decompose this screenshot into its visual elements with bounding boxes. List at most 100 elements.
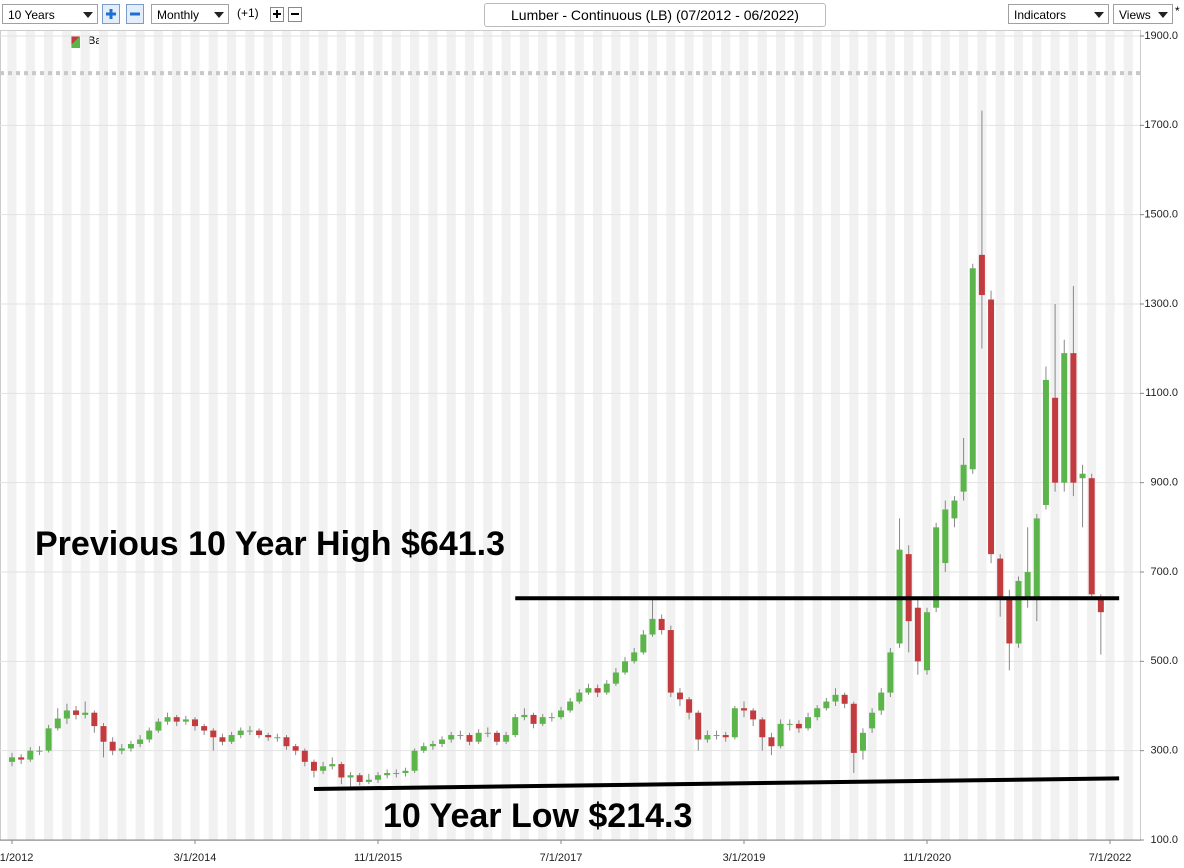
candle-body	[36, 750, 43, 752]
candle-body	[576, 692, 583, 702]
candle-body	[82, 712, 89, 715]
candle-body	[640, 634, 647, 653]
x-tick-label: 11/1/2020	[903, 852, 951, 864]
stripe	[135, 30, 145, 840]
candle-body	[301, 750, 308, 762]
chart-title: Lumber - Continuous (LB) (07/2012 - 06/2…	[484, 3, 826, 27]
candle-body	[146, 730, 153, 740]
candle-body	[676, 692, 683, 700]
x-tick-label: 7/1/2022	[1089, 852, 1132, 864]
chart: 100.0 300.0 500.0 700.0 900.0 1100.0 1300.0 150…	[0, 30, 1178, 864]
candle-body	[439, 739, 446, 744]
stripe	[336, 30, 346, 840]
candle-body	[1015, 580, 1022, 644]
stripe	[1123, 30, 1133, 840]
candle-body	[9, 757, 15, 762]
stripe	[904, 30, 914, 840]
candle-body	[365, 779, 372, 782]
zoom-in-button[interactable]	[102, 4, 120, 24]
stripe	[227, 30, 237, 840]
candle-body	[219, 737, 226, 742]
stripe	[7, 30, 17, 840]
stripe	[25, 30, 35, 840]
x-tick-label: 7/1/2017	[540, 852, 583, 864]
stripe	[647, 30, 658, 840]
candle-body	[631, 652, 638, 662]
y-tick-label: 1100.0	[1145, 387, 1178, 399]
candle-body	[54, 718, 61, 729]
stripe	[739, 30, 749, 840]
candle-body	[722, 735, 729, 738]
remove-button[interactable]	[288, 7, 302, 22]
candle-body	[713, 735, 720, 737]
candle-body	[997, 558, 1004, 599]
candle-body	[612, 672, 619, 684]
candle-body	[667, 630, 674, 693]
stripe	[940, 30, 950, 840]
candle-body	[795, 723, 802, 729]
annotation-text: Previous 10 Year High $641.3	[35, 525, 505, 563]
stripe	[318, 30, 328, 840]
period-dropdown[interactable]: Monthly	[151, 4, 229, 24]
stripe	[501, 30, 511, 840]
add-button[interactable]	[270, 7, 284, 22]
candle-body	[155, 721, 162, 731]
candle-body	[823, 701, 830, 709]
range-dropdown[interactable]: 10 Years	[2, 4, 98, 24]
candle-body	[924, 612, 930, 671]
candle-body	[1024, 572, 1031, 599]
zoom-out-button[interactable]	[126, 4, 144, 24]
stripe	[410, 30, 420, 840]
candle-body	[814, 708, 821, 718]
candle-body	[329, 764, 336, 767]
stripe	[757, 30, 767, 840]
stripe	[977, 30, 987, 840]
candle-body	[1079, 473, 1086, 479]
candle-body	[91, 712, 98, 727]
stripe	[849, 30, 859, 840]
stripe	[995, 30, 1005, 840]
candle-body	[741, 708, 747, 711]
candle-body	[558, 710, 564, 718]
stripe	[263, 30, 273, 840]
candle-body	[310, 761, 317, 771]
stripe	[629, 30, 639, 840]
x-tick-label: 3/1/2014	[174, 852, 217, 864]
annotation-line	[313, 776, 1120, 791]
stripe	[373, 30, 383, 840]
candle-body	[512, 717, 519, 736]
stripe	[538, 30, 548, 840]
candle-body	[695, 712, 702, 740]
candle-body	[731, 708, 738, 738]
y-tick-label: 1300.0	[1144, 298, 1178, 310]
stripe	[117, 30, 127, 840]
candle-body	[393, 773, 400, 774]
candle-body	[375, 775, 381, 780]
y-tick-label: 100.0	[1150, 834, 1178, 846]
candle-body	[548, 717, 555, 719]
views-dropdown[interactable]: Views	[1113, 4, 1173, 24]
candle-body	[686, 699, 693, 713]
candle-body	[905, 554, 912, 622]
candle-body	[832, 694, 839, 702]
candle-body	[768, 737, 775, 747]
candle-body	[869, 712, 876, 729]
stripe	[867, 30, 877, 840]
indicators-dropdown[interactable]: Indicators	[1008, 4, 1109, 24]
candle-body	[887, 652, 894, 693]
candle-body	[942, 509, 949, 564]
stripe	[44, 30, 54, 840]
candle-body	[292, 746, 299, 751]
candle-body	[1033, 518, 1040, 599]
stripe	[190, 30, 200, 840]
candle-body	[704, 735, 711, 740]
stripe	[812, 30, 822, 840]
views-marker: *	[1175, 4, 1180, 18]
y-tick-label: 1500.0	[1144, 209, 1178, 221]
candle-body	[841, 694, 848, 704]
candle-body	[109, 741, 116, 751]
stripe	[281, 30, 292, 840]
candle-body	[960, 464, 967, 492]
candle-body	[356, 775, 363, 782]
